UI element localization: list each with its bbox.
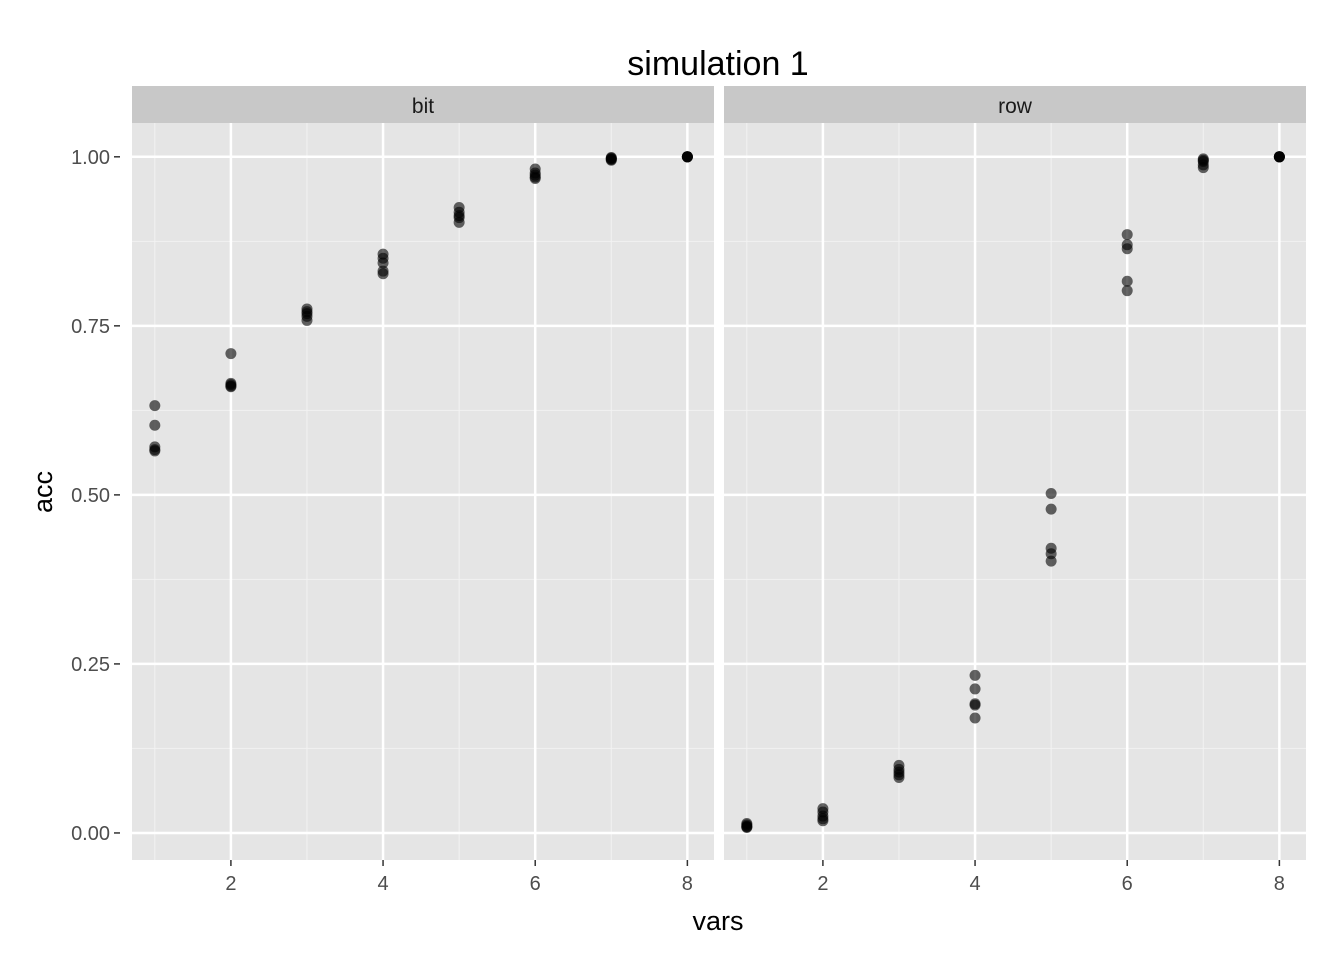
data-point: [1121, 275, 1133, 287]
x-tick-label: 2: [817, 873, 828, 895]
chart-title: simulation 1: [627, 45, 808, 83]
data-point: [529, 172, 541, 184]
facet-strip-label: bit: [412, 95, 434, 118]
data-point: [605, 154, 617, 166]
data-point: [1273, 151, 1285, 163]
facet-panels: bit 2 4 6 8 row 2 4 6 8: [132, 86, 1306, 895]
data-point: [301, 314, 313, 326]
data-point: [893, 772, 905, 784]
x-tick-label: 4: [969, 873, 980, 895]
x-tick-label: 4: [377, 873, 388, 895]
data-point: [741, 822, 753, 834]
y-tick-label: 0.50: [71, 485, 110, 507]
x-tick-label: 8: [682, 873, 693, 895]
data-point: [149, 400, 161, 412]
data-point: [1045, 555, 1057, 567]
data-point: [969, 683, 981, 695]
panel-background: [724, 123, 1306, 860]
data-point: [1045, 503, 1057, 515]
facet-panel-bit: bit 2 4 6 8: [132, 86, 714, 895]
y-tick-label: 0.25: [71, 654, 110, 676]
facet-panel-row: row 2 4 6 8: [724, 86, 1306, 895]
data-point: [377, 268, 389, 280]
data-point: [377, 257, 389, 269]
y-tick-label: 0.00: [71, 823, 110, 845]
x-tick-label: 2: [225, 873, 236, 895]
data-point: [1121, 229, 1133, 241]
data-point: [969, 669, 981, 681]
data-point: [149, 445, 161, 457]
data-point: [1045, 488, 1057, 500]
x-tick-label: 6: [1122, 873, 1133, 895]
data-point: [1121, 243, 1133, 255]
data-point: [969, 699, 981, 711]
x-axis-title: vars: [692, 906, 743, 936]
data-point: [149, 419, 161, 431]
data-point: [817, 815, 829, 827]
y-axis-tick-labels: 0.00 0.25 0.50 0.75 1.00: [71, 147, 120, 845]
x-tick-label: 6: [530, 873, 541, 895]
y-tick-label: 0.75: [71, 316, 110, 338]
data-point: [1121, 285, 1133, 297]
x-tick-label: 8: [1274, 873, 1285, 895]
facet-strip: [132, 86, 714, 123]
y-tick-label: 1.00: [71, 147, 110, 169]
facet-strip: [724, 86, 1306, 123]
data-point: [969, 712, 981, 724]
data-point: [453, 216, 465, 228]
data-point: [225, 348, 237, 360]
data-point: [681, 151, 693, 163]
y-axis-title: acc: [28, 471, 58, 513]
data-point: [225, 381, 237, 393]
panel-background: [132, 123, 714, 860]
data-point: [1197, 162, 1209, 174]
facet-strip-label: row: [998, 95, 1033, 118]
